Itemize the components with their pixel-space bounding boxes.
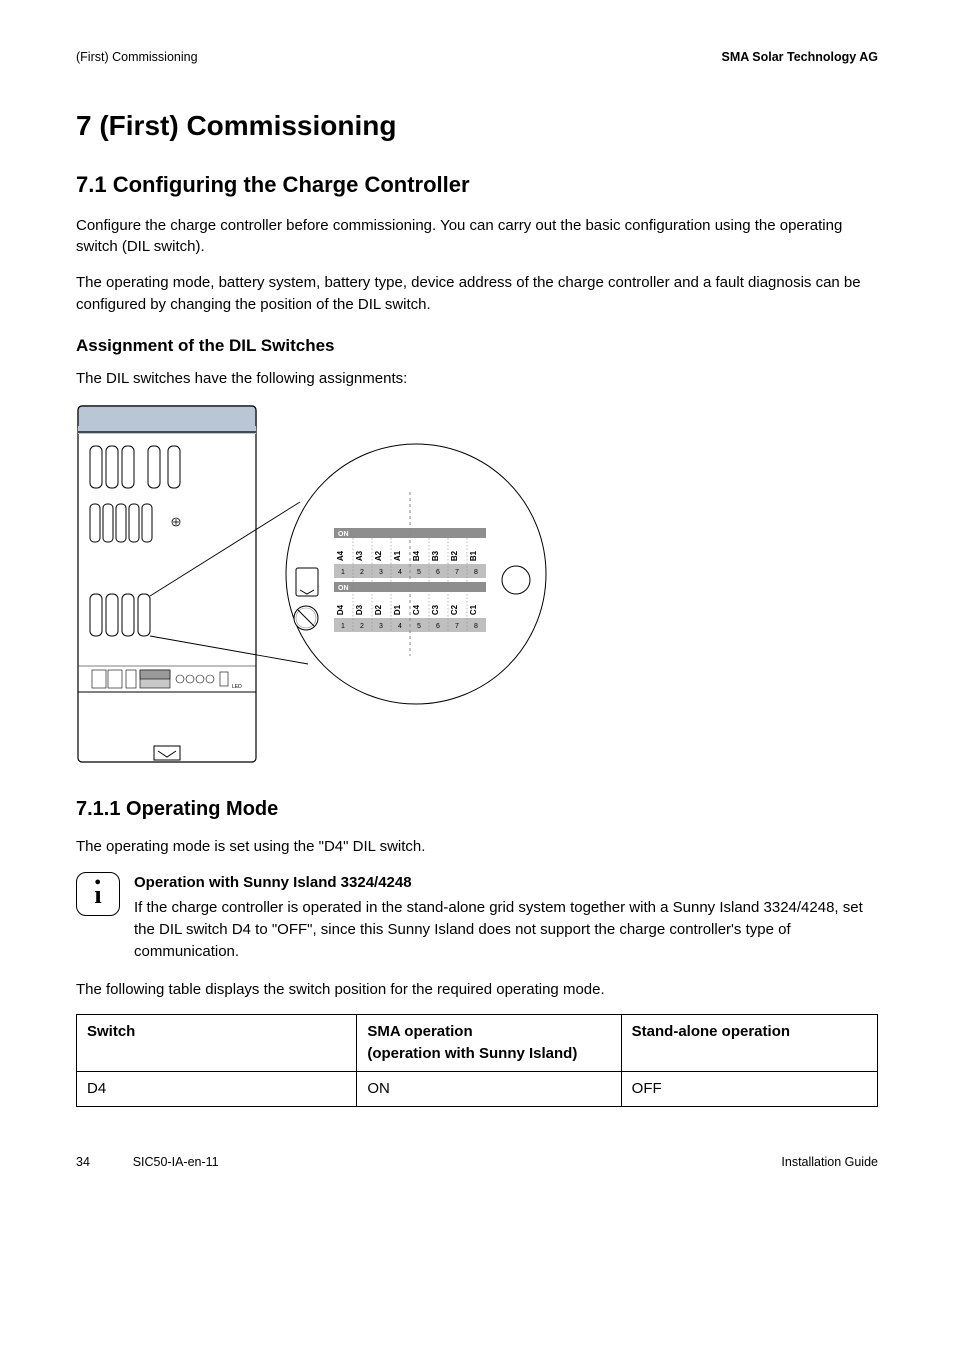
n2-2: 2	[360, 623, 364, 630]
intro-para-1: Configure the charge controller before c…	[76, 215, 878, 259]
r2-l2: D3	[355, 604, 364, 615]
n1-4: 4	[398, 569, 402, 576]
page-footer: 34 SIC50-IA-en-11 Installation Guide	[76, 1153, 878, 1171]
info-note: ● ı Operation with Sunny Island 3324/424…	[76, 872, 878, 963]
intro-para-2: The operating mode, battery system, batt…	[76, 272, 878, 316]
section-heading: 7.1 Configuring the Charge Controller	[76, 169, 878, 201]
r2-l5: C4	[412, 604, 421, 615]
n1-2: 2	[360, 569, 364, 576]
n1-8: 8	[474, 569, 478, 576]
r1-l5: B4	[412, 550, 421, 561]
r2-l1: D4	[336, 604, 345, 615]
r1-l1: A4	[336, 550, 345, 561]
n2-3: 3	[379, 623, 383, 630]
n2-4: 4	[398, 623, 402, 630]
led-label: LED	[232, 684, 242, 690]
r1-l3: A2	[374, 550, 383, 561]
col-sma-header: SMA operation (operation with Sunny Isla…	[357, 1015, 621, 1072]
cell-sma: ON	[357, 1071, 621, 1106]
chapter-heading: 7 (First) Commissioning	[76, 106, 878, 147]
on-label-1: ON	[338, 531, 349, 538]
footer-doc-type: Installation Guide	[781, 1153, 878, 1171]
r1-l8: B1	[469, 550, 478, 561]
col-switch-header: Switch	[77, 1015, 357, 1072]
r2-l4: D1	[393, 604, 402, 615]
dil-intro: The DIL switches have the following assi…	[76, 368, 878, 390]
r1-l7: B2	[450, 550, 459, 561]
n1-3: 3	[379, 569, 383, 576]
subheading-dil: Assignment of the DIL Switches	[76, 334, 878, 359]
r2-l3: D2	[374, 604, 383, 615]
n2-5: 5	[417, 623, 421, 630]
info-body: Operation with Sunny Island 3324/4248 If…	[134, 872, 878, 963]
header-right: SMA Solar Technology AG	[722, 48, 879, 66]
page-header: (First) Commissioning SMA Solar Technolo…	[76, 48, 878, 66]
n2-7: 7	[455, 623, 459, 630]
col-sma-line2: (operation with Sunny Island)	[367, 1043, 610, 1065]
opmode-intro: The operating mode is set using the "D4"…	[76, 836, 878, 858]
footer-page-number: 34	[76, 1153, 90, 1171]
r2-l7: C2	[450, 604, 459, 615]
header-left: (First) Commissioning	[76, 48, 198, 66]
n1-6: 6	[436, 569, 440, 576]
n1-7: 7	[455, 569, 459, 576]
n1-1: 1	[341, 569, 345, 576]
n2-8: 8	[474, 623, 478, 630]
info-text: If the charge controller is operated in …	[134, 897, 878, 962]
info-title: Operation with Sunny Island 3324/4248	[134, 872, 878, 894]
info-icon: ● ı	[76, 872, 120, 916]
r2-l8: C1	[469, 604, 478, 615]
n1-5: 5	[417, 569, 421, 576]
col-standalone-header: Stand-alone operation	[621, 1015, 877, 1072]
r1-l4: A1	[393, 550, 402, 561]
r1-l6: B3	[431, 550, 440, 561]
cell-standalone: OFF	[621, 1071, 877, 1106]
on-label-2: ON	[338, 585, 349, 592]
dil-switch-diagram: LED ON A4 A3 A2 A1 B4 B3 B2 B1 1 2 3 4 5…	[76, 404, 556, 771]
col-sma-line1: SMA operation	[367, 1021, 610, 1043]
n2-6: 6	[436, 623, 440, 630]
footer-doc-id: SIC50-IA-en-11	[133, 1153, 219, 1171]
operating-mode-table: Switch SMA operation (operation with Sun…	[76, 1014, 878, 1106]
subsection-heading: 7.1.1 Operating Mode	[76, 795, 878, 824]
r1-l2: A3	[355, 550, 364, 561]
cell-switch: D4	[77, 1071, 357, 1106]
r2-l6: C3	[431, 604, 440, 615]
table-intro: The following table displays the switch …	[76, 979, 878, 1001]
n2-1: 1	[341, 623, 345, 630]
table-row: D4 ON OFF	[77, 1071, 878, 1106]
